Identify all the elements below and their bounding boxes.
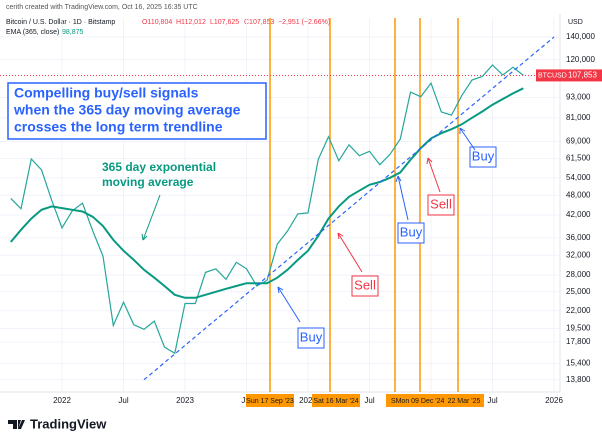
ema-annotation: 365 day exponential [102, 160, 216, 174]
marker-label-box [312, 394, 360, 407]
marker-label-box [396, 394, 444, 407]
y-tick-label: 13,800 [566, 375, 591, 384]
x-tick-label: 2024 [299, 396, 317, 405]
signal-box [297, 327, 325, 349]
signal-box [469, 146, 497, 168]
trendline [143, 36, 555, 381]
ohlc-close: C107,853 [244, 19, 274, 26]
last-price-box [536, 69, 602, 82]
signal-box [397, 222, 425, 244]
y-tick-label: 32,000 [566, 250, 591, 259]
last-price-name: BTCUSD [538, 72, 567, 79]
y-tick-label: 28,000 [566, 270, 591, 279]
x-tick-label: Jul [487, 396, 497, 405]
y-tick-label: 36,000 [566, 233, 591, 242]
x-tick-label: Jul [364, 396, 374, 405]
marker-label: 22 Mar '25 [448, 398, 481, 405]
y-tick-label: 61,500 [566, 154, 591, 163]
ema-annotation: moving average [102, 175, 194, 189]
credit: cerith created with TradingView.com, Oct… [6, 4, 198, 11]
y-tick-label: 17,800 [566, 337, 591, 346]
ema-legend: EMA (365, close) [6, 29, 59, 36]
ohlc-open: O110,804 [142, 19, 172, 26]
series-line [10, 64, 524, 355]
ohlc: O110,804 H112,012 L107,625 C107,853 −2,9… [142, 19, 330, 26]
y-tick-label: 81,000 [566, 113, 591, 122]
signal-label: Sell [354, 277, 376, 292]
x-tick-label: 2022 [53, 396, 71, 405]
y-tick-label: 93,000 [566, 92, 591, 101]
signal-label: Buy [300, 329, 323, 344]
marker-label: Sun 17 Sep '23 [246, 398, 294, 405]
y-tick-label: 42,000 [566, 210, 591, 219]
y-tick-label: 48,000 [566, 190, 591, 199]
marker-label-box [444, 394, 484, 407]
brand: TradingView [30, 416, 107, 431]
signal-box [351, 275, 379, 297]
marker-label: Mon 09 Dec '24 [396, 398, 445, 405]
annotation-text: Compelling buy/sell signals [14, 85, 199, 101]
y-tick-label: 120,000 [566, 55, 595, 64]
signal-label: Buy [400, 224, 423, 239]
signal-box [427, 194, 455, 216]
annotation-text: when the 365 day moving average [13, 102, 241, 118]
logo: TradingView [8, 416, 107, 431]
y-tick-label: 19,500 [566, 324, 591, 333]
ohlc-change: −2,951 (−2.66%) [278, 19, 330, 26]
y-tick-label: 15,400 [566, 359, 591, 368]
ohlc-low: L107,625 [210, 19, 239, 26]
annotation-box [7, 82, 267, 140]
y-tick-label: 22,000 [566, 306, 591, 315]
x-tick-label: 2023 [176, 396, 194, 405]
x-tick-label: Jul [118, 396, 128, 405]
y-tick-label: 54,000 [566, 173, 591, 182]
y-tick-label: 25,000 [566, 287, 591, 296]
annotation-text: crosses the long term trendline [14, 119, 223, 135]
series-line [10, 87, 524, 299]
signal-label: Buy [472, 148, 495, 163]
marker-label: Sat 16 Mar '24 [313, 398, 358, 405]
last-price-label: 107,853 [568, 71, 597, 80]
symbol: Bitcoin / U.S. Dollar · 1D · Bitstamp [6, 19, 115, 26]
y-tick-label: 69,000 [566, 137, 591, 146]
x-tick-label: 2026 [545, 396, 563, 405]
ohlc-high: H112,012 [176, 19, 206, 26]
y-axis-label: USD [568, 19, 583, 26]
signal-label: Sell [430, 196, 452, 211]
ema-legend-value: 98,875 [62, 29, 84, 36]
arrows [141, 127, 476, 323]
y-tick-label: 140,000 [566, 32, 595, 41]
marker-label-box [246, 394, 294, 407]
